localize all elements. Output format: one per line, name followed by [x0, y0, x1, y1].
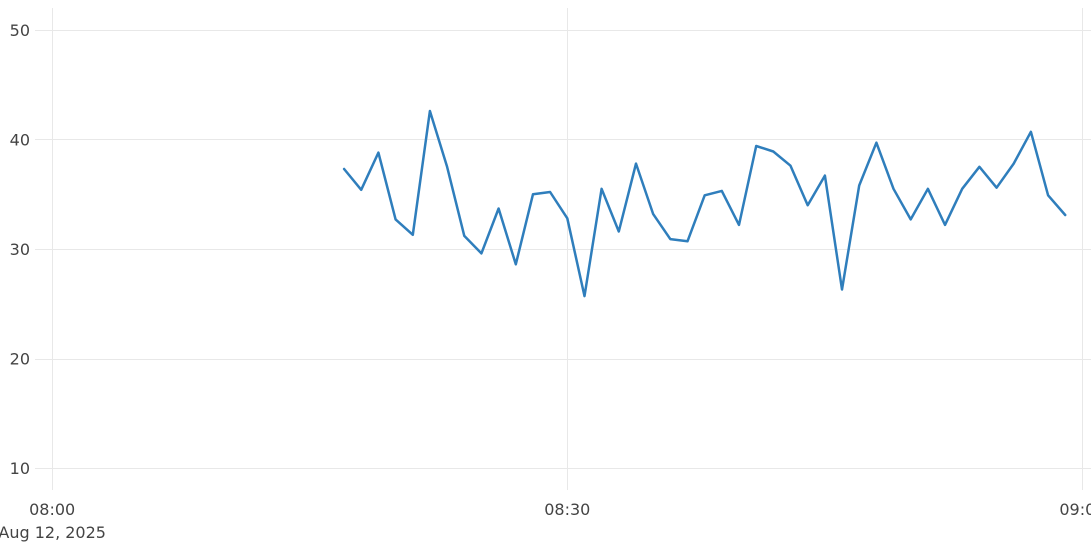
data-series — [342, 109, 1067, 298]
x-axis-tick-labels: 08:00 Aug 12, 2025 08:30 09:00 — [0, 500, 1091, 542]
series-line-1 — [342, 109, 1067, 298]
horizontal-gridlines — [35, 30, 1091, 469]
x-tick-date-label: Aug 12, 2025 — [0, 523, 106, 542]
y-tick-label-40: 40 — [10, 130, 30, 149]
y-tick-label-50: 50 — [10, 21, 30, 40]
y-tick-label-30: 30 — [10, 240, 30, 259]
x-tick-label-0800: 08:00 — [29, 500, 75, 519]
x-tick-label-0830: 08:30 — [544, 500, 590, 519]
y-tick-label-20: 20 — [10, 350, 30, 369]
y-axis-tick-labels: 10 20 30 40 50 — [10, 21, 30, 478]
x-tick-label-0900: 09:00 — [1059, 500, 1091, 519]
y-tick-label-10: 10 — [10, 459, 30, 478]
